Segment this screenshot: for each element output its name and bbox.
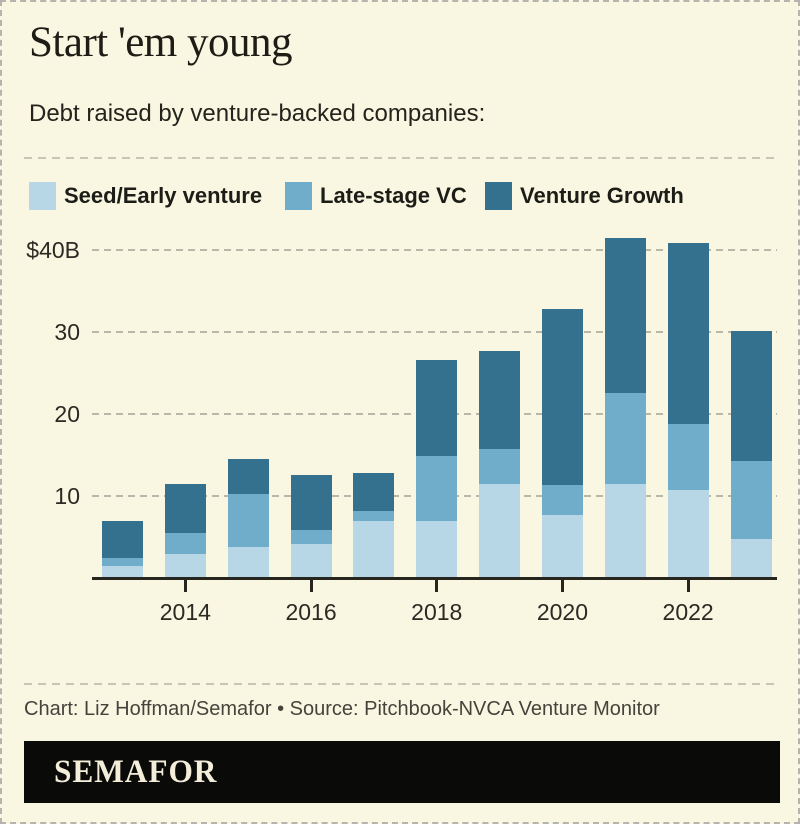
legend-label: Late-stage VC	[320, 183, 467, 208]
bar-segment-2016-seed-early-venture	[290, 544, 332, 578]
bar-segment-2013-seed-early-venture	[102, 566, 143, 578]
chart-title: Start 'em young	[29, 19, 293, 66]
y-axis-label: 20	[54, 400, 80, 427]
bar-segment-2018-venture-growth	[416, 360, 458, 457]
y-axis-label: $40B	[26, 236, 80, 263]
bar-segment-2021-late-stage-vc	[604, 393, 646, 485]
bar-segment-2017-venture-growth	[353, 472, 395, 511]
bar-segment-2014-venture-growth	[164, 483, 206, 533]
x-axis-tick	[435, 579, 439, 592]
bar-2023	[730, 330, 772, 578]
bar-segment-2013-venture-growth	[102, 521, 143, 559]
bar-segment-2017-seed-early-venture	[353, 521, 395, 578]
x-axis-tick	[686, 579, 690, 592]
legend-swatch	[285, 182, 312, 210]
bar-segment-2019-venture-growth	[479, 350, 521, 450]
bar-2016	[290, 475, 332, 578]
bar-segment-2018-late-stage-vc	[416, 456, 458, 522]
bar-2017	[353, 472, 395, 578]
x-axis-label: 2014	[159, 599, 211, 625]
bar-segment-2015-seed-early-venture	[227, 546, 269, 578]
legend-swatch	[485, 182, 512, 210]
bar-segment-2021-seed-early-venture	[604, 484, 646, 578]
x-axis-label: 2016	[285, 599, 337, 625]
x-axis-label: 2020	[536, 599, 589, 625]
bar-segment-2019-late-stage-vc	[479, 449, 521, 485]
bar-2013	[102, 521, 143, 578]
bar-segment-2016-venture-growth	[290, 475, 332, 530]
bar-segment-2020-seed-early-venture	[541, 514, 583, 578]
semafor-wordmark: SEMAFOR	[54, 753, 218, 790]
bar-segment-2022-late-stage-vc	[667, 424, 709, 491]
x-axis-label: 2018	[411, 599, 463, 625]
bar-segment-2015-venture-growth	[227, 458, 269, 495]
x-axis-tick	[183, 579, 187, 592]
chart-subtitle: Debt raised by venture-backed companies:	[29, 100, 486, 127]
legend-item: Seed/Early venture	[29, 182, 262, 210]
bar-segment-2020-venture-growth	[541, 309, 583, 486]
x-axis-tick	[560, 579, 564, 592]
bar-segment-2016-late-stage-vc	[290, 529, 332, 545]
bar-2019	[479, 350, 521, 578]
x-axis-label: 2022	[662, 599, 714, 625]
bar-segment-2013-late-stage-vc	[102, 558, 143, 567]
bar-segment-2014-late-stage-vc	[164, 532, 206, 555]
chart-credit: Chart: Liz Hoffman/Semafor • Source: Pit…	[24, 698, 660, 720]
bar-segment-2018-seed-early-venture	[416, 521, 458, 578]
bar-segment-2023-late-stage-vc	[730, 460, 772, 540]
legend-item: Venture Growth	[485, 182, 684, 210]
bar-2021	[604, 238, 646, 578]
y-gridline	[92, 330, 777, 333]
y-axis-label: 10	[54, 482, 80, 509]
legend-label: Seed/Early venture	[64, 183, 263, 208]
bar-2020	[541, 309, 583, 578]
y-gridline	[92, 248, 777, 251]
y-axis-label: 30	[54, 318, 80, 345]
bar-2018	[416, 360, 458, 578]
bar-segment-2020-late-stage-vc	[541, 485, 583, 515]
bar-2014	[164, 483, 206, 578]
legend-label: Venture Growth	[520, 183, 684, 208]
legend-item: Late-stage VC	[285, 182, 467, 210]
bar-segment-2014-seed-early-venture	[164, 554, 206, 578]
bar-segment-2022-seed-early-venture	[667, 490, 709, 578]
bar-segment-2022-venture-growth	[667, 242, 709, 425]
bar-segment-2015-late-stage-vc	[227, 494, 269, 547]
bar-segment-2023-venture-growth	[730, 330, 772, 461]
bar-segment-2023-seed-early-venture	[730, 539, 772, 578]
legend-swatch	[29, 182, 56, 210]
footer-divider	[24, 683, 780, 685]
bar-segment-2021-venture-growth	[604, 238, 646, 394]
bar-2015	[227, 458, 269, 578]
semafor-logo-bar: SEMAFOR	[24, 741, 780, 803]
bar-segment-2019-seed-early-venture	[479, 484, 521, 578]
top-divider	[24, 157, 780, 159]
x-axis-tick	[309, 579, 313, 592]
bar-segment-2017-late-stage-vc	[353, 510, 395, 522]
bar-2022	[667, 242, 709, 578]
x-axis-line	[92, 577, 777, 580]
